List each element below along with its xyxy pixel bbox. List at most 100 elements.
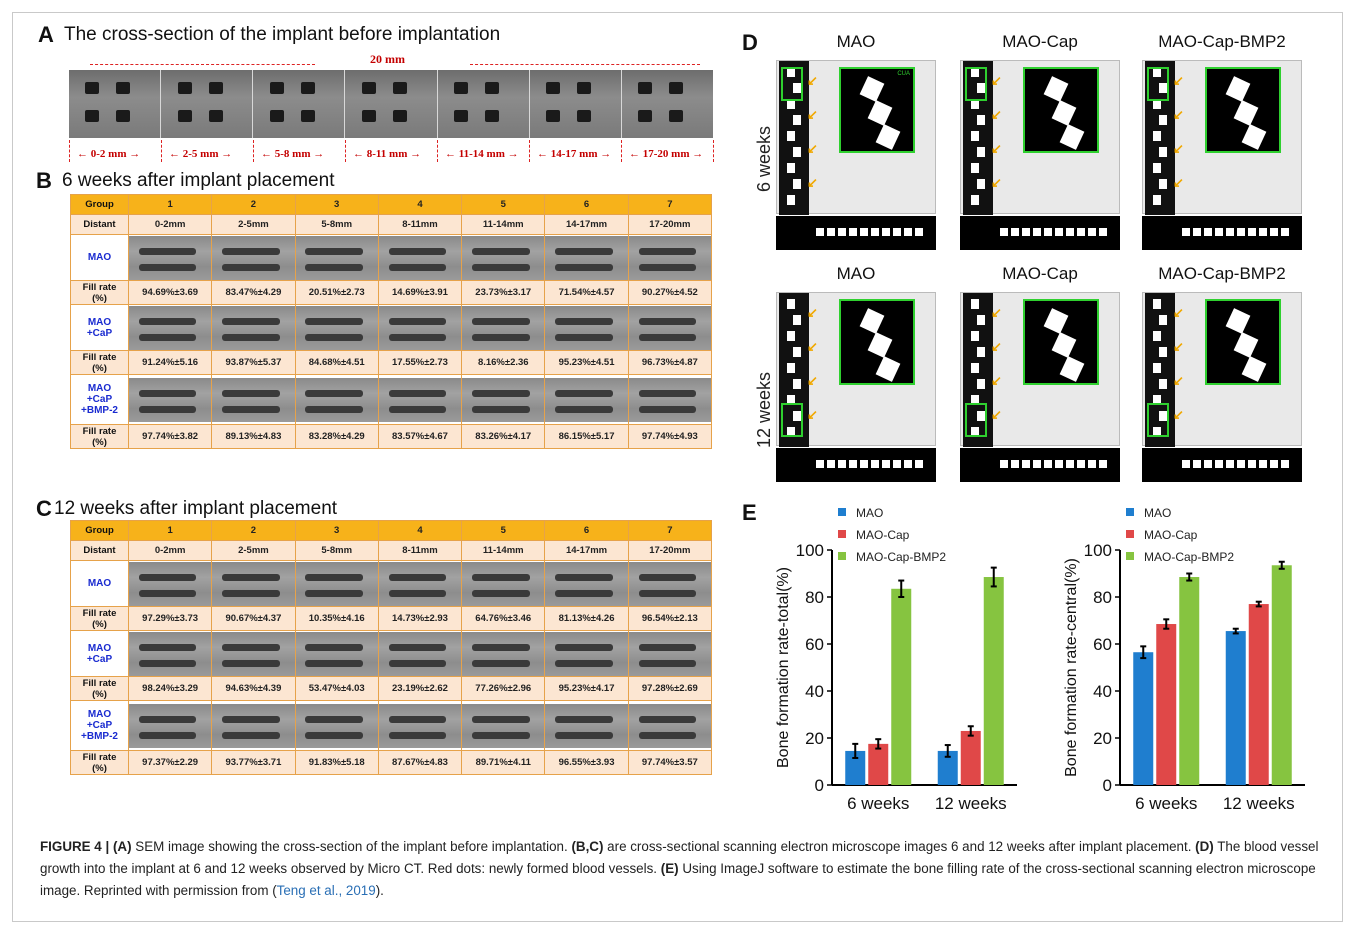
sem-image <box>212 561 295 606</box>
ct-column-title: MAO-Cap <box>1002 32 1078 51</box>
implant-pore <box>453 82 468 94</box>
micro-ct-scan: ↙ ↙ ↙ ↙ <box>1142 292 1302 447</box>
fill-rate-value: 87.67%±4.83 <box>377 750 463 775</box>
sem-image <box>212 235 295 280</box>
caption-figure-label: FIGURE 4 | <box>40 839 110 854</box>
implant-strut <box>971 331 979 341</box>
axial-strut <box>1215 460 1223 468</box>
vessel-arrow-icon: ↙ <box>807 73 818 88</box>
axial-strut <box>860 228 868 236</box>
header-cell: Group <box>70 194 129 215</box>
implant-strut <box>1153 99 1161 109</box>
sem-image <box>212 631 295 676</box>
sem-image <box>129 377 212 422</box>
implant-strip <box>779 61 809 215</box>
pore-channel <box>222 573 280 581</box>
y-tick-label: 100 <box>1084 541 1112 560</box>
implant-strut <box>787 299 795 309</box>
implant-strut <box>1153 331 1161 341</box>
y-tick-label: 80 <box>1093 588 1112 607</box>
sem-image <box>462 703 545 748</box>
fill-rate-value: 91.83%±5.18 <box>294 750 379 775</box>
vessel-arrow-icon: ↙ <box>991 305 1002 320</box>
header-cell: 6 <box>544 194 629 215</box>
pore-channel <box>222 333 280 341</box>
micro-ct-scan: ↙ ↙ ↙ ↙ CUA <box>776 60 936 215</box>
distance-cell: 17-20mm <box>627 214 713 235</box>
fill-rate-row: Fill rate (%) 91.24%±5.16 93.87%±5.37 84.68… <box>70 350 713 375</box>
axial-view <box>776 448 936 482</box>
fill-rate-label: Fill rate (%) <box>70 350 129 375</box>
vessel-arrow-icon: ↙ <box>807 175 818 190</box>
distance-row: Distant 0-2mm 2-5mm 5-8mm 8-11mm 11-14mm 14-17… <box>70 214 713 235</box>
caption-a-text: SEM image showing the cross-section of t… <box>131 839 572 854</box>
sem-image-cell <box>544 234 629 281</box>
sem-image <box>378 703 462 748</box>
pore-channel <box>555 659 613 667</box>
y-tick-label: 0 <box>1103 776 1112 795</box>
axial-strut <box>1237 228 1245 236</box>
pore-channel <box>555 389 613 397</box>
implant-strut <box>977 115 985 125</box>
implant-strut <box>1159 83 1167 93</box>
axial-strut <box>1237 460 1245 468</box>
pore-channel <box>471 247 530 255</box>
sem-image <box>545 235 628 280</box>
pore-channel <box>138 389 197 397</box>
pore-channel <box>638 589 697 597</box>
implant-strut <box>1153 163 1161 173</box>
sem-image <box>462 377 545 422</box>
pore-channel <box>305 715 364 723</box>
axial-strut <box>1193 460 1201 468</box>
pore-channel <box>471 731 530 739</box>
zoom-strut <box>1059 356 1085 382</box>
header-cell: 4 <box>377 520 463 541</box>
pore-channel <box>388 317 447 325</box>
vessel-arrow-icon: ↙ <box>807 407 818 422</box>
group-name: MAO <box>70 234 129 281</box>
fill-rate-label: Fill rate (%) <box>70 280 129 305</box>
sem-image <box>129 235 212 280</box>
pore-channel <box>638 263 697 271</box>
region-of-interest <box>1147 67 1169 101</box>
vessel-arrow-icon: ↙ <box>807 305 818 320</box>
zoom-strut <box>867 332 893 358</box>
vessel-arrow-icon: ↙ <box>1173 141 1184 156</box>
implant-strut <box>971 163 979 173</box>
sem-image-cell <box>461 374 546 425</box>
axial-view <box>960 448 1120 482</box>
implant-strut <box>971 99 979 109</box>
panel-a-title: The cross-section of the implant before … <box>64 24 501 45</box>
segment-label: ← 17-20 mm → <box>629 148 704 160</box>
pore-channel <box>222 731 280 739</box>
fill-rate-row: Fill rate (%) 97.29%±3.73 90.67%±4.37 10.35… <box>70 606 713 631</box>
pore-channel <box>138 731 197 739</box>
fill-rate-row: Fill rate (%) 98.24%±3.29 94.63%±4.39 53.47… <box>70 676 713 701</box>
implant-strut <box>1153 299 1161 309</box>
pore-channel <box>222 643 280 651</box>
region-of-interest <box>965 403 987 437</box>
implant-strut <box>977 379 985 389</box>
implant-strut <box>787 99 795 109</box>
pore-channel <box>638 643 697 651</box>
distance-cell: Distant <box>70 214 129 235</box>
sem-image-row: MAO <box>70 560 713 607</box>
implant-strut <box>787 163 795 173</box>
fill-rate-label: Fill rate (%) <box>70 676 129 701</box>
implant-strut <box>793 347 801 357</box>
implant-strut <box>977 347 985 357</box>
implant-strut <box>787 395 795 405</box>
axial-strut <box>1033 460 1041 468</box>
caption-reference-link[interactable]: Teng et al., 2019 <box>276 883 376 898</box>
caption-d: (D) <box>1195 839 1214 854</box>
bar <box>1248 604 1269 785</box>
implant-pore <box>577 110 592 122</box>
pore-channel <box>471 263 530 271</box>
sem-image <box>129 305 212 350</box>
sem-image-cell <box>294 700 379 751</box>
pore-channel <box>555 731 613 739</box>
caption-end: ). <box>375 883 384 898</box>
implant-pore <box>177 82 192 94</box>
y-tick-label: 60 <box>805 635 824 654</box>
fill-rate-value: 83.47%±4.29 <box>211 280 296 305</box>
